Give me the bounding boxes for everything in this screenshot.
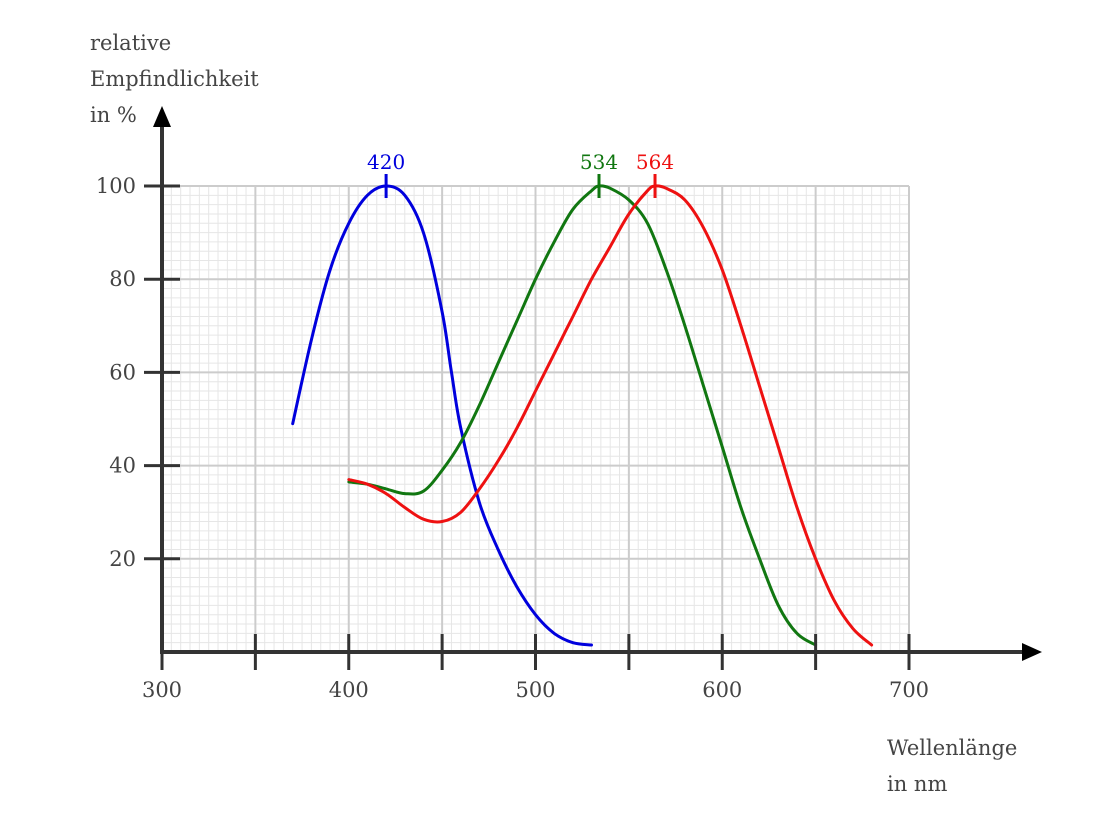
y-tick-label-20: 20 <box>109 547 136 571</box>
y-axis-label-line-2: Empfindlichkeit <box>90 67 259 91</box>
series-line-564 <box>347 184 874 647</box>
x-axis-label-line-2: in nm <box>887 772 947 796</box>
peak-label-564: 564 <box>636 150 674 174</box>
x-tick-label-400: 400 <box>329 678 369 702</box>
y-tick-label-100: 100 <box>96 174 136 198</box>
axes <box>153 106 1042 661</box>
peak-label-420: 420 <box>367 150 405 174</box>
x-axis-label-line-1: Wellenlänge <box>887 736 1017 760</box>
y-tick-label-60: 60 <box>109 360 136 384</box>
peak-label-534: 534 <box>580 150 618 174</box>
x-tick-label-700: 700 <box>889 678 929 702</box>
series-line-420 <box>291 184 593 647</box>
x-tick-label-600: 600 <box>702 678 742 702</box>
y-axis-label-line-1: relative <box>90 31 171 55</box>
ticks: 300 400 500 600 700 20 40 60 80 100 <box>96 174 929 702</box>
y-tick-label-80: 80 <box>109 267 136 291</box>
series-layer: 420 534 564 <box>291 150 874 647</box>
y-axis-arrow-icon <box>153 106 171 127</box>
y-axis-label-line-3: in % <box>90 103 137 127</box>
x-tick-label-300: 300 <box>142 678 182 702</box>
y-tick-label-40: 40 <box>109 454 136 478</box>
x-tick-label-500: 500 <box>515 678 555 702</box>
x-axis-arrow-icon <box>1022 643 1042 661</box>
series-line-534 <box>347 184 818 647</box>
